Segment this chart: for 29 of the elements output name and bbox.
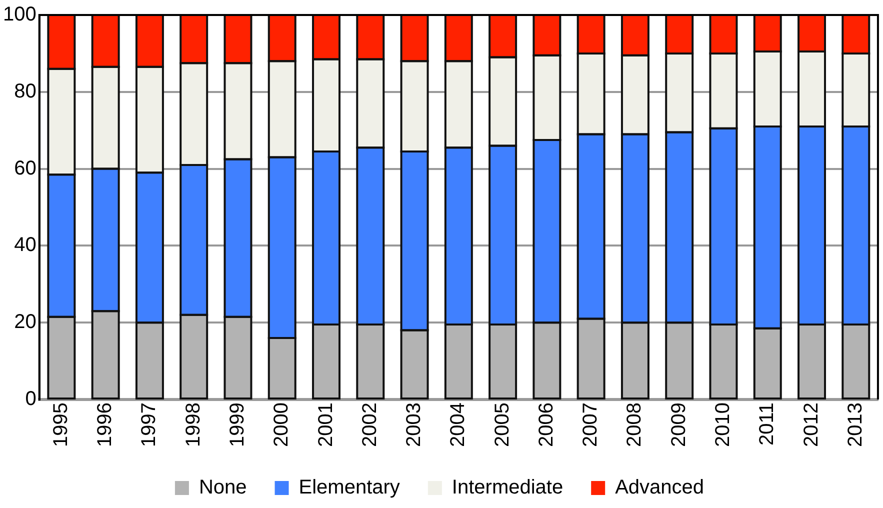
- x-tick-label: 2006: [535, 402, 558, 448]
- x-tick-label: 2000: [270, 402, 293, 448]
- y-tick-label: 80: [14, 80, 36, 102]
- legend-label: Advanced: [615, 476, 704, 499]
- x-tick-label: 2005: [491, 402, 514, 448]
- x-tick-label: 2003: [403, 402, 426, 448]
- x-tick-label: 2008: [624, 402, 646, 448]
- x-tick-label: 1997: [138, 402, 160, 448]
- legend-label: Elementary: [298, 476, 400, 499]
- x-tick-label: 2010: [712, 402, 734, 448]
- x-tick-label: 2004: [447, 402, 470, 448]
- x-tick-label: 1998: [182, 402, 204, 448]
- y-tick-label: 40: [14, 234, 36, 256]
- legend-label: Intermediate: [452, 476, 564, 499]
- x-tick-label: 2012: [800, 402, 822, 448]
- x-tick-label: 1995: [50, 402, 72, 448]
- x-tick-label: 1996: [94, 402, 116, 448]
- x-tick-label: 2001: [314, 402, 337, 448]
- y-tick-label: 20: [14, 311, 36, 334]
- x-tick-label: 2011: [756, 402, 778, 446]
- y-tick-label: 100: [2, 4, 36, 26]
- y-tick-label: 0: [25, 388, 36, 410]
- x-tick-label: 2002: [358, 402, 381, 448]
- x-tick-label: 2009: [668, 402, 690, 448]
- x-tick-label: 2013: [844, 402, 866, 448]
- x-tick-label: 2007: [580, 402, 602, 448]
- y-tick-label: 60: [14, 157, 36, 180]
- x-tick-label: 1999: [226, 402, 248, 448]
- legend-label: None: [198, 476, 247, 499]
